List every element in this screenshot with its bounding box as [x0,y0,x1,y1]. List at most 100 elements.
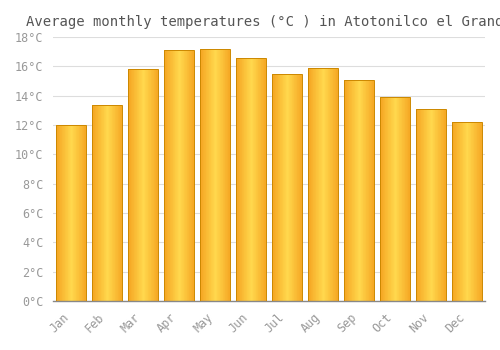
Bar [459,122,460,301]
Bar [404,97,406,301]
Bar [417,109,418,301]
Bar [176,50,177,301]
Bar [292,74,293,301]
Bar [330,68,331,301]
Bar [368,79,370,301]
Bar [256,58,257,301]
Bar [76,125,77,301]
Bar [165,50,166,301]
Bar [92,105,93,301]
Bar [178,50,179,301]
Bar [134,69,135,301]
Bar [177,50,178,301]
Bar [240,58,241,301]
Bar [258,58,259,301]
Bar [202,49,203,301]
Bar [200,49,201,301]
Bar [284,74,285,301]
Bar [97,105,98,301]
Bar [478,122,479,301]
Bar [393,97,394,301]
Bar [430,109,431,301]
Bar [424,109,425,301]
Bar [299,74,300,301]
Bar [142,69,143,301]
Bar [394,97,395,301]
Bar [475,122,476,301]
Bar [367,79,368,301]
Bar [212,49,213,301]
Bar [294,74,295,301]
Bar [206,49,207,301]
Bar [66,125,67,301]
Bar [390,97,392,301]
Bar [460,122,461,301]
Bar [429,109,430,301]
Bar [308,68,338,301]
Bar [380,97,381,301]
Bar [298,74,299,301]
Bar [169,50,170,301]
Bar [128,69,129,301]
Bar [144,69,146,301]
Bar [140,69,141,301]
Bar [352,79,353,301]
Bar [154,69,155,301]
Bar [408,97,409,301]
Bar [133,69,134,301]
Bar [445,109,446,301]
Bar [440,109,442,301]
Bar [56,125,86,301]
Bar [107,105,108,301]
Bar [246,58,248,301]
Bar [106,105,107,301]
Bar [207,49,208,301]
Bar [255,58,256,301]
Bar [418,109,419,301]
Bar [171,50,172,301]
Bar [215,49,216,301]
Bar [214,49,215,301]
Bar [81,125,82,301]
Bar [98,105,99,301]
Bar [84,125,85,301]
Bar [362,79,363,301]
Bar [111,105,112,301]
Bar [245,58,246,301]
Bar [315,68,316,301]
Bar [312,68,313,301]
Bar [398,97,400,301]
Bar [244,58,245,301]
Bar [452,122,482,301]
Bar [363,79,364,301]
Bar [252,58,254,301]
Bar [200,49,230,301]
Bar [431,109,432,301]
Bar [474,122,475,301]
Bar [179,50,180,301]
Bar [147,69,148,301]
Bar [462,122,464,301]
Bar [139,69,140,301]
Bar [335,68,336,301]
Bar [456,122,458,301]
Bar [281,74,282,301]
Bar [166,50,168,301]
Bar [193,50,194,301]
Bar [62,125,63,301]
Bar [358,79,359,301]
Bar [386,97,387,301]
Bar [476,122,478,301]
Bar [308,68,309,301]
Bar [348,79,350,301]
Bar [401,97,402,301]
Bar [148,69,149,301]
Bar [155,69,156,301]
Bar [425,109,426,301]
Bar [82,125,83,301]
Bar [143,69,144,301]
Bar [257,58,258,301]
Bar [174,50,176,301]
Bar [387,97,388,301]
Bar [156,69,157,301]
